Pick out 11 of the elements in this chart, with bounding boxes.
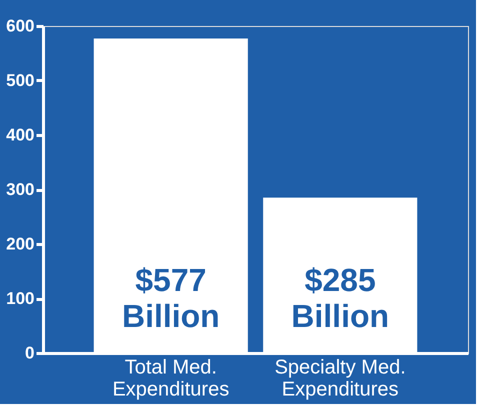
data-label: $577 Billion xyxy=(122,262,220,334)
y-tick-label: 600 xyxy=(6,16,34,36)
x-tick-label: Total Med. Expenditures xyxy=(112,356,230,400)
y-tick-label: 500 xyxy=(6,71,34,90)
y-tick-label: 400 xyxy=(6,126,34,144)
x-tick-label: Specialty Med. Expenditures xyxy=(274,356,406,400)
data-label: $285 Billion xyxy=(291,262,390,334)
y-tick-label: 0 xyxy=(25,344,34,362)
y-tick-label: 200 xyxy=(6,234,34,254)
y-tick-label: 300 xyxy=(6,180,34,199)
y-tick-label: 100 xyxy=(6,289,34,308)
